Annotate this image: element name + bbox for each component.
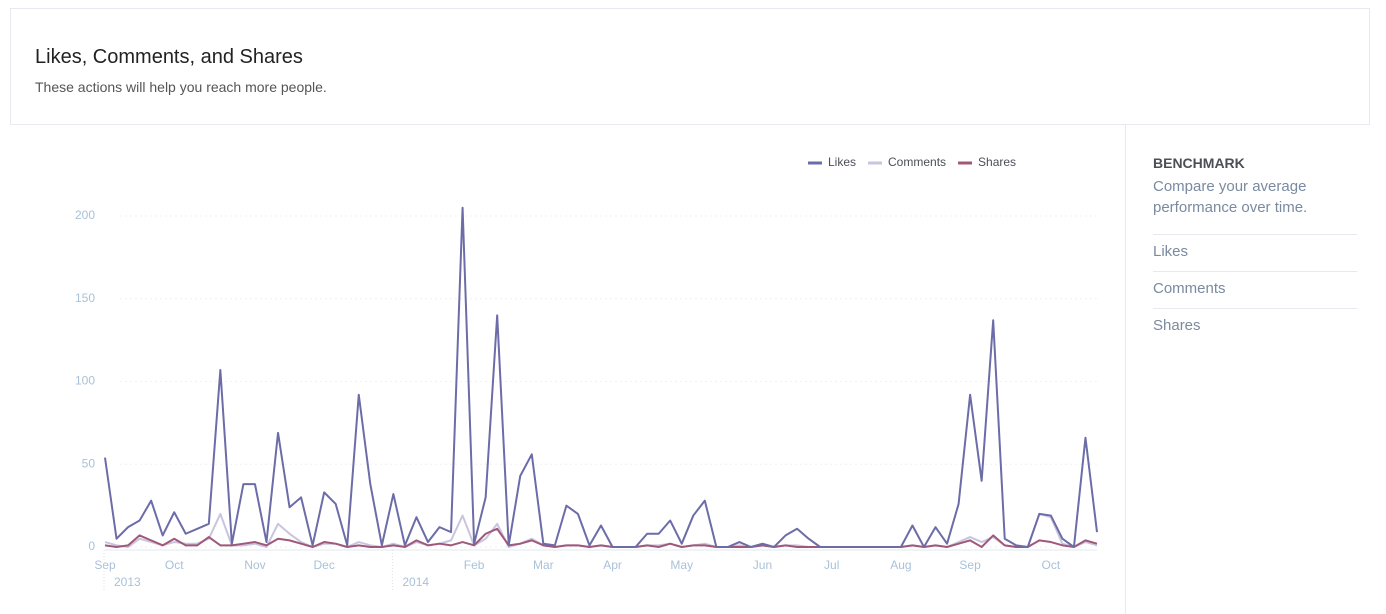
- x-tick-label: Sep: [94, 558, 116, 572]
- x-tick-label: Oct: [165, 558, 184, 572]
- x-tick-label: Apr: [603, 558, 622, 572]
- legend-label: Likes: [828, 155, 856, 169]
- benchmark-description: Compare your average performance over ti…: [1153, 178, 1308, 216]
- legend-label: Comments: [888, 155, 946, 169]
- title: Likes, Comments, and Shares: [35, 46, 303, 68]
- series-line: [104, 206, 1098, 548]
- legend-label: Shares: [978, 155, 1016, 169]
- benchmark-heading: BENCHMARK: [1153, 155, 1245, 171]
- x-tick-label: Jul: [824, 558, 839, 572]
- header: Likes, Comments, and Shares These action…: [10, 8, 1370, 125]
- benchmark-item[interactable]: Shares: [1153, 308, 1357, 337]
- sidebar: BENCHMARK Compare your average performan…: [1125, 125, 1371, 614]
- x-tick-label: Sep: [959, 558, 981, 572]
- benchmark-item[interactable]: Comments: [1153, 271, 1357, 300]
- x-tick-label: Jun: [753, 558, 772, 572]
- year-label: 2014: [402, 575, 429, 589]
- y-tick-label: 50: [82, 456, 96, 470]
- y-tick-label: 200: [75, 208, 95, 222]
- x-tick-label: Oct: [1042, 558, 1061, 572]
- x-tick-label: Nov: [244, 558, 265, 572]
- subtitle: These actions will help you reach more p…: [35, 79, 327, 95]
- y-tick-label: 150: [75, 291, 95, 305]
- year-label: 2013: [114, 575, 141, 589]
- benchmark-item[interactable]: Likes: [1153, 234, 1357, 263]
- x-tick-label: May: [670, 558, 693, 572]
- x-tick-label: Feb: [464, 558, 485, 572]
- series-line: [104, 527, 1098, 548]
- x-tick-label: Mar: [533, 558, 554, 572]
- x-tick-label: Dec: [313, 558, 334, 572]
- y-tick-label: 0: [88, 539, 95, 553]
- y-tick-label: 100: [75, 374, 95, 388]
- chart: 0 50 100 150 200 Sep 2013 Oct Nov Dec 2014 Feb Mar Ap…: [75, 155, 1098, 591]
- x-tick-label: Aug: [890, 558, 911, 572]
